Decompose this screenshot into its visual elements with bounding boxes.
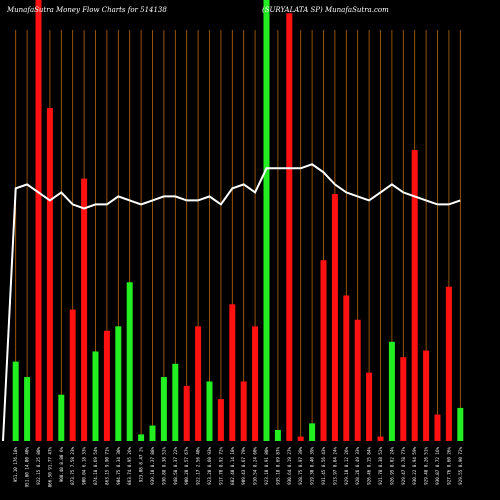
bar	[400, 357, 407, 441]
x-tick-label: 904.75 8.34 30%	[116, 447, 121, 485]
x-tick-label: 917.70 8.92 72%	[218, 447, 223, 485]
bar	[103, 330, 110, 441]
bar	[92, 351, 99, 441]
bar	[206, 381, 213, 441]
x-tick-label: 900.20 8.57 67%	[184, 447, 189, 485]
bar	[24, 377, 31, 441]
bar	[81, 178, 88, 442]
x-tick-label: 919.30 8.40 39%	[310, 447, 315, 485]
bar	[320, 260, 327, 441]
bar	[195, 326, 202, 441]
chart-title-left: MunafaSutra Money Flow Charts for 514138	[6, 6, 167, 14]
bar	[423, 350, 430, 441]
bar	[138, 434, 145, 441]
x-tick-label: 922.15 8.25 80%	[36, 447, 41, 485]
x-tick-label: 929.10 8.12 26%	[344, 447, 349, 485]
price-line	[2, 163, 461, 442]
bar	[149, 425, 156, 441]
bar	[411, 149, 418, 441]
bar	[46, 108, 53, 442]
x-tick-label: 874.18 8.69 54%	[93, 447, 98, 485]
bar	[274, 429, 281, 441]
x-tick-label: 930.88 8.38 52%	[161, 447, 166, 485]
bar	[183, 385, 190, 441]
x-tick-label: 928.75 8.97 39%	[298, 447, 303, 485]
x-tick-label: 926.46 8.15 84%	[367, 447, 372, 485]
x-tick-label: 882.40 8.14 18%	[230, 447, 235, 485]
bar-series	[12, 0, 464, 442]
bar	[388, 341, 395, 441]
bar	[309, 423, 316, 441]
x-tick-label: 866.50 91.77 47%	[47, 447, 52, 488]
x-tick-label: 909.43 8.67 79%	[241, 447, 246, 485]
bar	[172, 363, 179, 441]
x-tick-label: 935.18 8.69 87%	[275, 447, 280, 485]
bar	[434, 414, 441, 441]
bar	[217, 399, 224, 441]
bar	[58, 394, 65, 441]
bar	[343, 295, 350, 441]
x-tick-label: 929.55 8.90 72%	[458, 447, 463, 485]
x-tick-label: 922.17 2.56 40%	[196, 447, 201, 485]
x-tick-label: 923.20 8.60 93%	[207, 447, 212, 485]
x-tick-label: 913.97 8.84 24%	[332, 447, 337, 485]
bar	[457, 407, 464, 441]
bar	[229, 304, 236, 441]
x-tick-label: 863.74 8.95 26%	[127, 447, 132, 485]
x-tick-label: 951.80 14.00 40%	[25, 447, 30, 488]
bar	[354, 319, 361, 441]
bar	[263, 0, 270, 441]
x-axis-labels: 951.10 176.18% 951.80 14.00 40% 922.15 8.2…	[13, 447, 463, 488]
x-tick-label: 927.76 8.60 26%	[446, 447, 451, 485]
bar	[331, 194, 338, 441]
bar	[240, 381, 247, 441]
bar	[160, 377, 167, 441]
bar	[297, 436, 304, 441]
bar	[69, 309, 76, 441]
bar	[126, 282, 133, 441]
bar	[35, 0, 42, 441]
x-tick-label: 900.04 6.18 33%	[82, 447, 87, 485]
x-tick-label: 931.45 8.56 43%	[321, 447, 326, 485]
x-tick-label: 930.87 8.72 16%	[435, 447, 440, 485]
x-tick-label: 923.10 8.91 80%	[264, 447, 269, 485]
x-tick-label: 921.78 8.38 52%	[378, 447, 383, 485]
x-tick-label: 910.54 8.24 60%	[253, 447, 258, 485]
bar	[115, 326, 122, 441]
x-tick-label: 930.22 8.94 59%	[412, 447, 417, 485]
bar	[445, 286, 452, 441]
bar	[12, 361, 19, 441]
x-tick-label: 951.10 176.18%	[13, 447, 18, 483]
x-tick-label: 930.64 8.19 27%	[287, 447, 292, 485]
x-tick-label: 908.40 8.80 6%	[59, 447, 64, 483]
chart-title-right: (SURYALATA SP) MunafaSutra.com	[262, 6, 389, 14]
bar	[377, 436, 384, 441]
x-tick-label: 863.15 9.90 71%	[104, 447, 109, 485]
x-tick-label: 928.26 8.49 33%	[355, 447, 360, 485]
x-tick-label: 926.95 8.82 24%	[389, 447, 394, 485]
bar	[366, 372, 373, 441]
x-tick-label: 923.08 8.47 2%	[139, 447, 144, 483]
x-tick-label: 939.10 8.37 88%	[150, 447, 155, 485]
x-tick-label: 929.47 8.78 77%	[401, 447, 406, 485]
bar	[252, 326, 259, 441]
x-tick-label: 948.58 8.37 22%	[173, 447, 178, 485]
x-tick-label: 873.75 7.58 23%	[70, 447, 75, 485]
x-tick-label: 929.48 8.26 51%	[424, 447, 429, 485]
bar	[286, 13, 293, 441]
